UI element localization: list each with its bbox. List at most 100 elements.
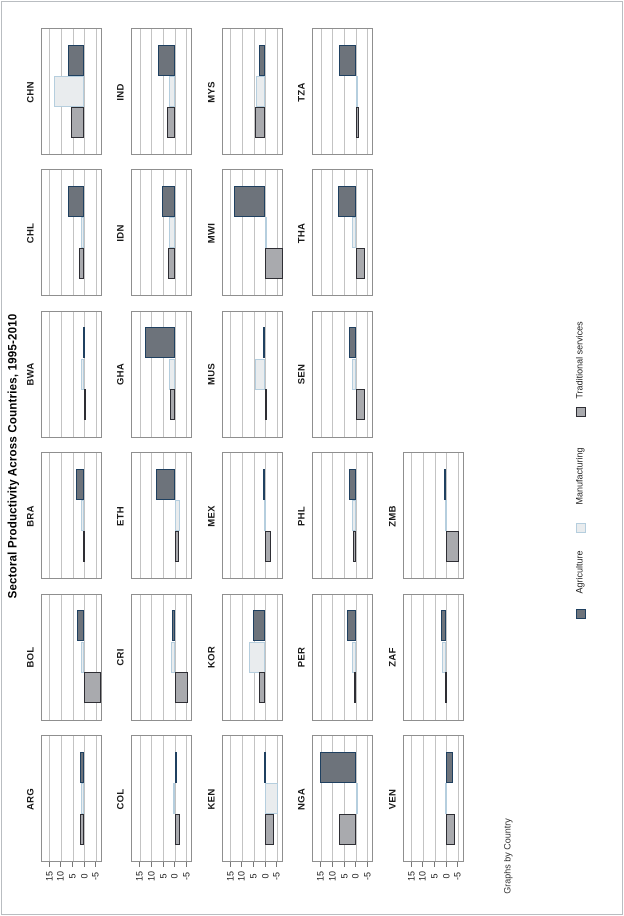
gridline-5 [163, 29, 165, 154]
bar-tha-manufacturing [351, 217, 356, 249]
bar-arg-manufacturing [81, 783, 85, 814]
bar-mys-agriculture [258, 44, 266, 76]
gridline--5 [457, 453, 459, 579]
bar-cri-manufacturing [170, 641, 175, 673]
axis-tick [83, 862, 85, 867]
bar-eth-manufacturing [174, 500, 181, 532]
country-label-zaf: ZAF [386, 647, 398, 667]
gridline-15 [139, 311, 141, 437]
gridline--5 [367, 453, 369, 579]
gridline-15 [320, 594, 322, 720]
country-label-zmb: ZMB [386, 504, 398, 527]
gridline-0 [174, 594, 176, 720]
legend-label-traditional-services: Traditional services [574, 321, 585, 399]
bar-cri-agriculture [171, 610, 175, 642]
bar-ven-manufacturing [445, 783, 448, 814]
axis-tick-label-0: 0 [350, 873, 361, 879]
axis-tick [276, 862, 278, 867]
gridline-5 [72, 594, 74, 720]
country-label-mex: MEX [205, 504, 217, 527]
country-label-mwi: MWI [205, 222, 217, 244]
gridline-15 [411, 594, 413, 720]
gridline--5 [186, 453, 188, 579]
gridline-10 [60, 736, 62, 861]
panel-idn [131, 169, 193, 297]
bar-mys-manufacturing [255, 76, 266, 107]
bar-bwa-manufacturing [81, 358, 85, 390]
bar-phl-agriculture [349, 468, 356, 500]
axis-tick-label--5: -5 [452, 871, 463, 881]
axis-tick [445, 862, 447, 867]
gridline-15 [230, 29, 232, 154]
bar-kor-traditional-services [258, 672, 266, 704]
gridline-10 [241, 311, 243, 437]
gridline-5 [344, 594, 346, 720]
bar-ken-traditional-services [265, 813, 274, 845]
bar-sen-manufacturing [351, 358, 356, 390]
axis-tick [331, 862, 333, 867]
gridline-15 [320, 311, 322, 437]
gridline-15 [230, 736, 232, 861]
axis-tick-label-5: 5 [67, 873, 78, 879]
country-label-per: PER [296, 646, 308, 668]
panel-per [312, 593, 374, 721]
gridline-15 [411, 736, 413, 861]
bar-gha-agriculture [144, 327, 175, 359]
axis-tick-label-15: 15 [225, 870, 236, 882]
gridline-5 [344, 29, 346, 154]
gridline-5 [344, 736, 346, 861]
bar-eth-traditional-services [174, 530, 179, 562]
bar-col-agriculture [174, 751, 177, 783]
gridline--5 [367, 311, 369, 437]
country-label-bol: BOL [24, 646, 36, 668]
gridline-15 [230, 170, 232, 296]
country-label-ken: KEN [205, 788, 217, 809]
gridline--5 [95, 594, 97, 720]
gridline-0 [84, 453, 86, 579]
gridline-15 [49, 594, 51, 720]
gridline--5 [276, 170, 278, 296]
bar-bol-manufacturing [81, 641, 85, 673]
country-label-bra: BRA [24, 504, 36, 527]
panel-ven [402, 735, 464, 862]
gridline-5 [163, 311, 165, 437]
bar-chl-agriculture [67, 185, 85, 217]
bar-kor-manufacturing [248, 641, 266, 673]
gridline-10 [241, 736, 243, 861]
panel-bol [40, 593, 102, 721]
panel-ind [131, 28, 193, 155]
axis-tick-label-15: 15 [315, 870, 326, 882]
axis-tick [162, 862, 164, 867]
panel-phl [312, 452, 374, 580]
gridline-0 [174, 311, 176, 437]
gridline-10 [332, 736, 334, 861]
panel-arg [40, 735, 102, 862]
bar-nga-manufacturing [355, 783, 358, 814]
bar-arg-agriculture [80, 751, 85, 783]
legend-label-manufacturing: Manufacturing [574, 447, 585, 505]
axis-tick-label--5: -5 [362, 871, 373, 881]
gridline-10 [332, 311, 334, 437]
bar-per-manufacturing [351, 641, 356, 673]
bar-kor-agriculture [252, 610, 266, 642]
gridline-15 [230, 453, 232, 579]
bar-ind-traditional-services [166, 106, 175, 138]
gridline-5 [163, 594, 165, 720]
panel-col [131, 735, 193, 862]
country-label-kor: KOR [205, 646, 217, 669]
bar-gha-traditional-services [170, 389, 175, 421]
axis-tick [264, 862, 266, 867]
gridline-10 [241, 594, 243, 720]
gridline-0 [84, 736, 86, 861]
gridline-15 [320, 736, 322, 861]
bar-bwa-agriculture [82, 327, 85, 359]
gridline-5 [163, 736, 165, 861]
gridline-5 [344, 170, 346, 296]
axis-tick-label-0: 0 [169, 873, 180, 879]
country-label-tha: THA [296, 222, 308, 244]
gridline--5 [95, 453, 97, 579]
bar-chl-traditional-services [79, 247, 85, 279]
gridline-5 [253, 170, 255, 296]
gridline--5 [367, 736, 369, 861]
